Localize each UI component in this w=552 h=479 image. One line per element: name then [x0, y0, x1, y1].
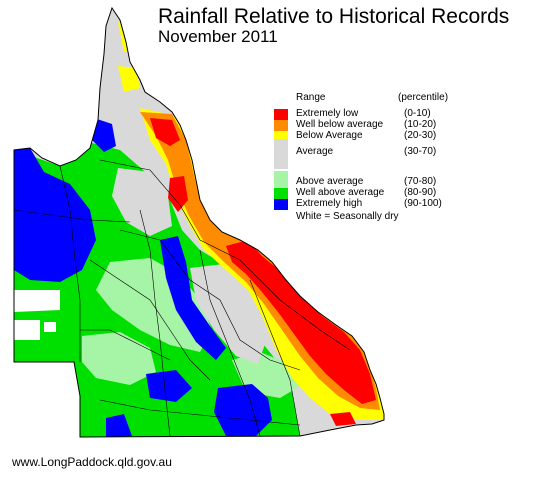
- legend-range: (90-100): [404, 198, 442, 209]
- legend-swatch: [274, 188, 288, 199]
- legend-swatch: [274, 120, 288, 131]
- map-subtitle: November 2011: [158, 27, 278, 46]
- legend-header-range: Range: [296, 92, 326, 103]
- legend-label: Well below average: [296, 119, 384, 130]
- legend-range: (30-70): [404, 146, 437, 157]
- legend-label: Extremely low: [296, 108, 359, 119]
- legend-range: (80-90): [404, 187, 437, 198]
- legend-item: Extremely high (90-100): [274, 198, 474, 210]
- legend-swatch: [274, 139, 288, 169]
- district-boundaries: [13, 159, 351, 437]
- legend-label: Above average: [296, 176, 364, 187]
- legend-label: Below Average: [296, 130, 363, 141]
- legend-range: (20-30): [404, 130, 437, 141]
- legend-swatch: [274, 199, 288, 210]
- legend-item: Well above average (80-90): [274, 187, 474, 199]
- legend-dry-note: White = Seasonally dry: [296, 211, 399, 222]
- legend-range: (70-80): [404, 176, 437, 187]
- legend-item: Above average (70-80): [274, 171, 474, 188]
- legend-swatch: [274, 171, 288, 188]
- legend-item: Extremely low (0-10): [274, 108, 474, 120]
- queensland-outline: [13, 6, 385, 438]
- legend-item: Below Average (20-30): [274, 130, 474, 142]
- legend-swatch: [274, 109, 288, 120]
- legend-label: Extremely high: [296, 198, 363, 209]
- legend-swatch: [274, 131, 288, 142]
- legend-label: Well above average: [296, 187, 385, 198]
- legend-range: (0-10): [404, 108, 431, 119]
- legend-label: Average: [296, 146, 334, 157]
- legend: Range (percentile) Extremely low (0-10) We…: [274, 92, 474, 222]
- legend-range: (10-20): [404, 119, 437, 130]
- legend-header-percentile: (percentile): [398, 92, 449, 103]
- legend-item: Well below average (10-20): [274, 119, 474, 131]
- website-url: www.LongPaddock.qld.gov.au: [12, 455, 172, 469]
- map-title: Rainfall Relative to Historical Records: [158, 5, 510, 28]
- legend-item: Average (30-70): [274, 139, 474, 169]
